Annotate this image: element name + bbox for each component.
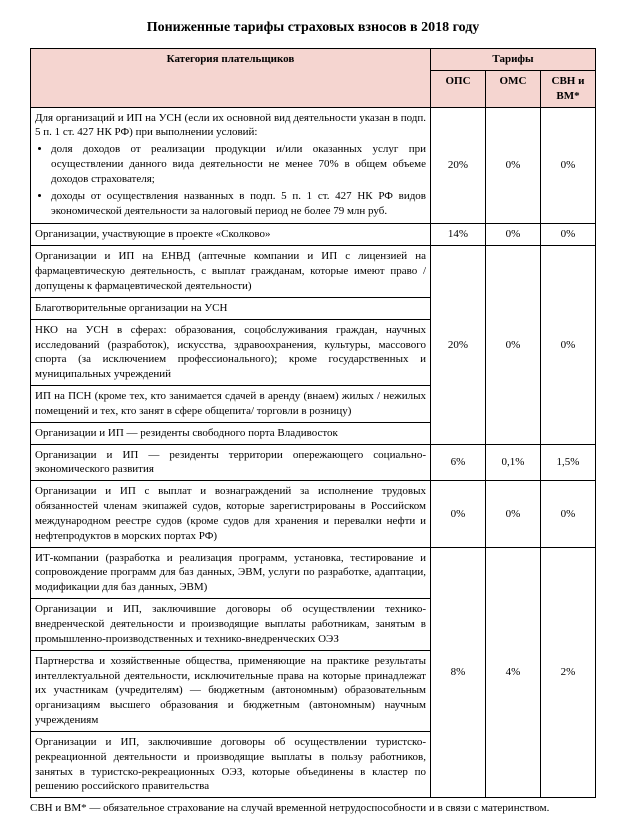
table-row: Для организаций и ИП на УСН (если их осн… — [31, 107, 596, 224]
header-sbn: СВН и ВМ* — [541, 70, 596, 107]
cell-sbn: 1,5% — [541, 444, 596, 481]
cell-ops: 8% — [431, 547, 486, 798]
cell-text: Партнерства и хозяйственные общества, пр… — [31, 650, 431, 731]
header-tariffs: Тарифы — [431, 49, 596, 71]
cell-sbn: 2% — [541, 547, 596, 798]
cell-sbn: 0% — [541, 224, 596, 246]
table-row: Организации, участвующие в проекте «Скол… — [31, 224, 596, 246]
cell-text: Организации и ИП, заключившие договоры о… — [31, 599, 431, 651]
header-oms: ОМС — [486, 70, 541, 107]
cell-ops: 0% — [431, 481, 486, 547]
cell-text: Организации и ИП — резиденты свободного … — [31, 422, 431, 444]
list-item: доля доходов от реализации продукции и/и… — [51, 142, 426, 187]
cell-sbn: 0% — [541, 246, 596, 444]
cell-text: Для организаций и ИП на УСН (если их осн… — [35, 112, 426, 139]
cell-sbn: 0% — [541, 481, 596, 547]
cell-oms: 0% — [486, 246, 541, 444]
cell-text: ИТ-компании (разработка и реализация про… — [31, 547, 431, 599]
cell-sbn: 0% — [541, 107, 596, 224]
list-item: доходы от осуществления названных в подп… — [51, 189, 426, 219]
table-row: Организации и ИП на ЕНВД (аптечные компа… — [31, 246, 596, 298]
cell-text: Организации, участвующие в проекте «Скол… — [31, 224, 431, 246]
header-category: Категория плательщиков — [31, 49, 431, 108]
footnote: СВН и ВМ* — обязательное страхование на … — [30, 802, 596, 814]
table-row: Организации и ИП с выплат и вознагражден… — [31, 481, 596, 547]
cell-oms: 0,1% — [486, 444, 541, 481]
cell-ops: 20% — [431, 107, 486, 224]
cell-text: НКО на УСН в сферах: образования, соцобс… — [31, 319, 431, 385]
page-title: Пониженные тарифы страховых взносов в 20… — [30, 20, 596, 36]
cell-text: Организации и ИП с выплат и вознагражден… — [31, 481, 431, 547]
table-row: Организации и ИП — резиденты территории … — [31, 444, 596, 481]
cell-ops: 6% — [431, 444, 486, 481]
cell-text: Организации и ИП — резиденты территории … — [31, 444, 431, 481]
table-row: ИТ-компании (разработка и реализация про… — [31, 547, 596, 599]
cell-text: Благотворительные организации на УСН — [31, 297, 431, 319]
cell-text: Организации и ИП, заключившие договоры о… — [31, 731, 431, 797]
cell-oms: 0% — [486, 481, 541, 547]
tariff-table: Категория плательщиков Тарифы ОПС ОМС СВ… — [30, 48, 596, 798]
cell-oms: 0% — [486, 107, 541, 224]
cell-text: Организации и ИП на ЕНВД (аптечные компа… — [31, 246, 431, 298]
cell-ops: 20% — [431, 246, 486, 444]
cell-oms: 4% — [486, 547, 541, 798]
cell-ops: 14% — [431, 224, 486, 246]
cell-oms: 0% — [486, 224, 541, 246]
header-ops: ОПС — [431, 70, 486, 107]
cell-text: ИП на ПСН (кроме тех, кто занимается сда… — [31, 386, 431, 423]
